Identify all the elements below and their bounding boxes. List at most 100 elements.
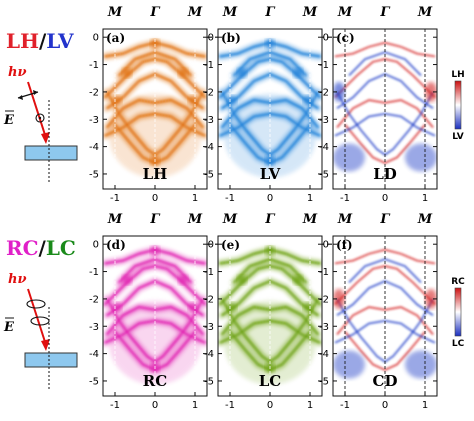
dichroism-blob <box>425 81 437 102</box>
y-tick-label: 0 <box>208 240 214 251</box>
y-tick-label: -4 <box>89 142 99 153</box>
sample-block <box>24 352 78 368</box>
panel-c: 0 -1 -2 -3 -4 -5 -1 0 1 M Γ M (c) LD <box>319 5 438 204</box>
x-tick-label: 1 <box>307 400 313 411</box>
band-negative <box>348 51 422 77</box>
dichroism-blob <box>333 350 365 379</box>
schematic-row-2: RC/LC hν E <box>3 236 78 389</box>
dichroism-blob <box>425 288 437 309</box>
dichroism-blob <box>333 288 345 309</box>
spectral-map <box>333 248 437 379</box>
y-tick-label: 0 <box>323 33 329 44</box>
band-line <box>233 51 307 77</box>
polarization-title: LH/LV <box>6 29 74 53</box>
symmetry-label: Γ <box>149 212 160 227</box>
band-positive <box>336 99 434 129</box>
y-tick-label: -3 <box>319 115 329 126</box>
symmetry-label: M <box>417 212 433 227</box>
x-tick-label: 1 <box>192 193 198 204</box>
band-negative <box>334 112 436 137</box>
x-tick-label: 0 <box>152 193 158 204</box>
band-line <box>221 99 319 129</box>
panel-tag: (c) <box>336 31 355 45</box>
title-part: / <box>39 236 47 260</box>
y-tick-label: -5 <box>204 169 214 180</box>
y-tick-label: -2 <box>204 294 214 305</box>
panels-layer: 0 -1 -2 -3 -4 -5 -1 0 1 M Γ M (a) LH 0 -1 -2 -3 -4 -5 -1 0 1 M Γ… <box>89 5 465 411</box>
band-positive <box>344 124 426 164</box>
panel-name: LV <box>260 165 281 183</box>
dichroism-blob <box>405 350 437 379</box>
x-tick-label: -1 <box>340 193 350 204</box>
band-negative <box>334 319 436 344</box>
panel-f: 0 -1 -2 -3 -4 -5 -1 0 1 M Γ M (f) CD <box>319 212 438 411</box>
y-tick-label: -5 <box>319 169 329 180</box>
intensity-spot <box>237 274 247 285</box>
panel-name: LD <box>373 165 397 183</box>
panel-e: 0 -1 -2 -3 -4 -5 -1 0 1 M Γ M (e) LC <box>204 212 323 411</box>
x-tick-label: 0 <box>267 400 273 411</box>
intensity-spot <box>303 302 313 313</box>
y-tick-label: -5 <box>89 376 99 387</box>
title-part: LC <box>46 236 76 260</box>
x-tick-label: -1 <box>225 400 235 411</box>
symmetry-label: Γ <box>264 212 275 227</box>
symmetry-label: Γ <box>379 5 390 20</box>
photon-beam-arrow <box>27 81 47 139</box>
dichroism-blob <box>333 81 345 102</box>
band-line <box>118 51 192 77</box>
x-tick-label: 1 <box>307 193 313 204</box>
y-tick-label: -2 <box>204 87 214 98</box>
intensity-spot <box>293 274 303 285</box>
colorbar-bar <box>454 80 462 130</box>
photon-energy-label: hν <box>8 65 26 80</box>
x-tick-label: -1 <box>340 400 350 411</box>
colorbar: LH LV <box>451 70 464 142</box>
y-tick-label: -4 <box>89 349 99 360</box>
arrowhead <box>33 90 38 95</box>
y-tick-label: -2 <box>89 294 99 305</box>
x-tick-label: 0 <box>152 400 158 411</box>
spectral-map <box>218 246 322 385</box>
band-positive <box>334 41 436 58</box>
y-tick-label: -1 <box>89 267 99 278</box>
y-tick-label: 0 <box>323 240 329 251</box>
title-part: LH <box>6 29 39 53</box>
title-part: RC <box>6 236 39 260</box>
colorbar-bar <box>454 287 462 337</box>
y-tick-label: -4 <box>319 349 329 360</box>
sample-block <box>24 145 78 161</box>
panel-name: LH <box>143 165 168 183</box>
symmetry-label: M <box>222 212 238 227</box>
x-tick-label: 0 <box>382 400 388 411</box>
y-tick-label: -1 <box>319 60 329 71</box>
y-tick-label: -4 <box>319 142 329 153</box>
circular-polarization-icon <box>26 299 46 309</box>
x-tick-label: 0 <box>382 193 388 204</box>
colorbar-top-label: LH <box>451 70 464 80</box>
symmetry-label: M <box>187 212 203 227</box>
intensity-spot <box>303 95 313 106</box>
panel-tag: (f) <box>336 238 353 252</box>
symmetry-label: M <box>337 212 353 227</box>
y-tick-label: 0 <box>93 33 99 44</box>
y-tick-label: -1 <box>319 267 329 278</box>
symmetry-label: Γ <box>379 212 390 227</box>
y-tick-label: 0 <box>93 240 99 251</box>
arrowhead <box>41 339 50 351</box>
colorbar-bottom-label: LV <box>452 132 463 142</box>
band-line <box>233 258 307 284</box>
y-tick-label: -2 <box>319 294 329 305</box>
electric-field-label: E <box>3 320 15 335</box>
arrowhead <box>41 132 50 144</box>
dichroism-positive <box>334 41 436 164</box>
band-positive <box>334 248 436 265</box>
out-of-plane-icon <box>35 113 45 123</box>
band-line <box>106 306 204 336</box>
band-line <box>219 319 321 344</box>
symmetry-label: M <box>107 212 123 227</box>
intensity-spot <box>178 274 188 285</box>
band-negative <box>348 258 422 284</box>
